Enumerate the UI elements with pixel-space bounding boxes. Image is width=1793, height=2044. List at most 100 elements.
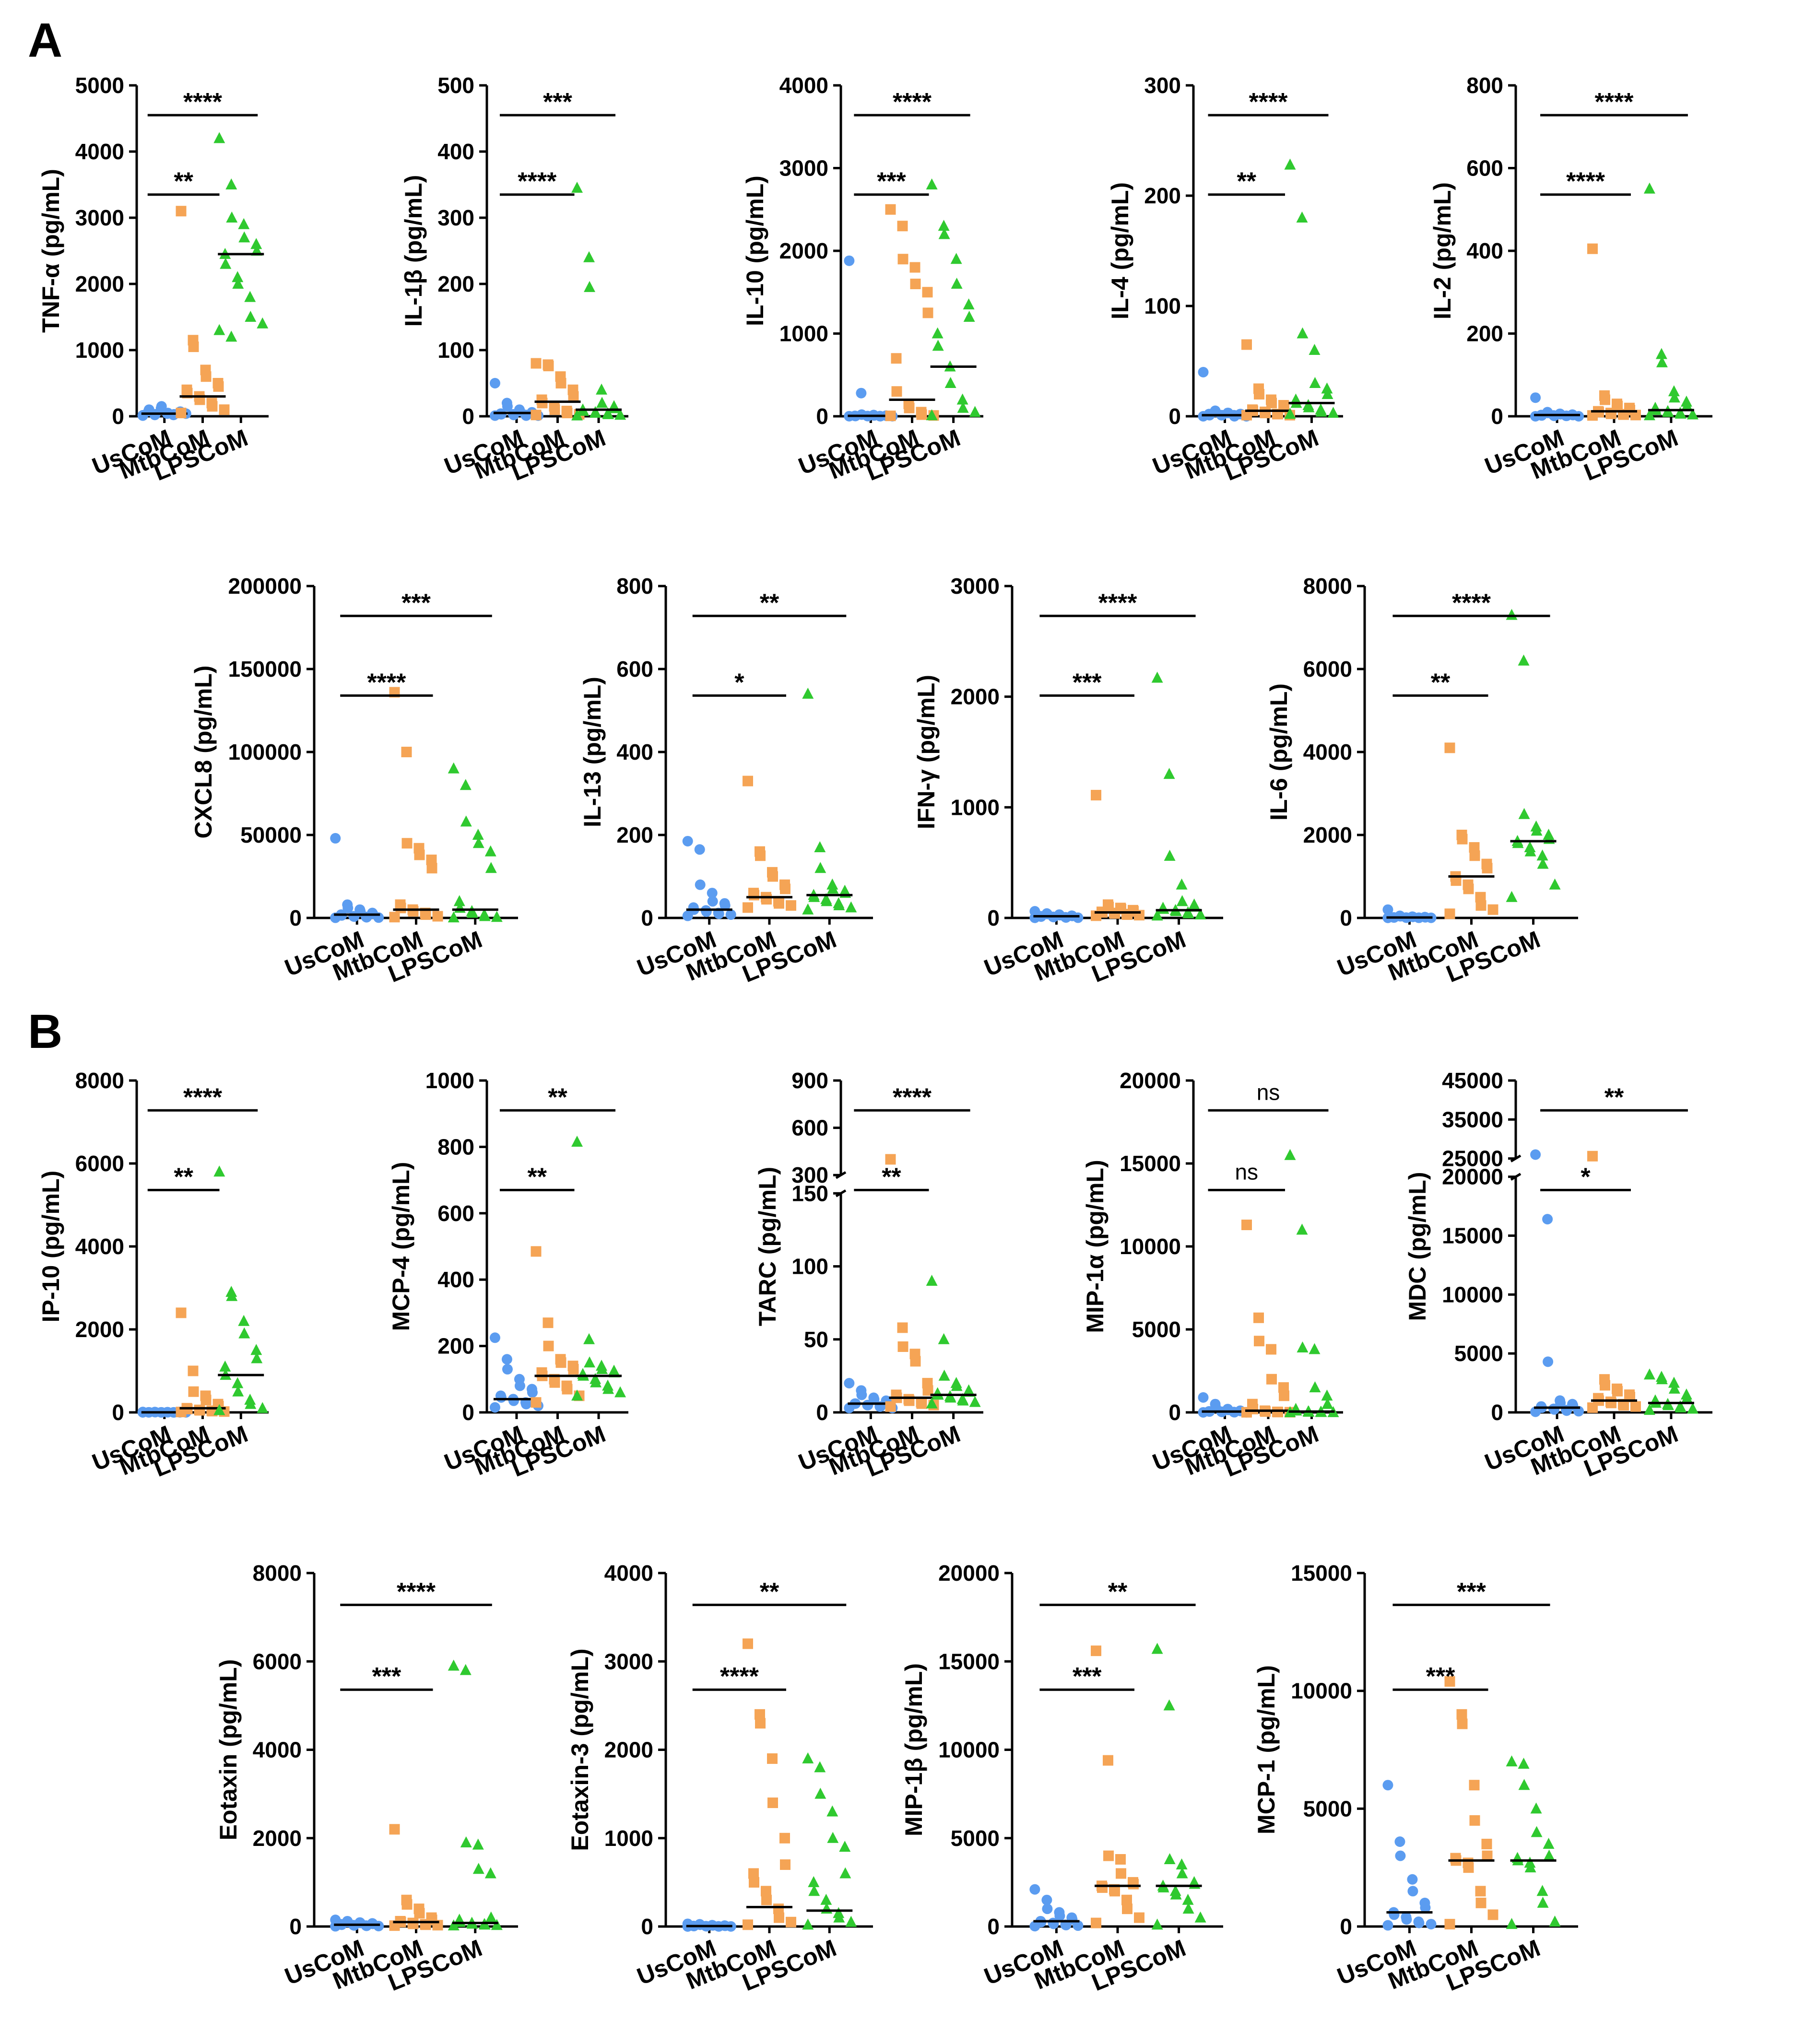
data-point-lpscom [1309,1343,1321,1354]
y-tick-label: 600 [616,657,653,681]
y-tick-label: 4000 [604,1561,653,1586]
y-axis-label: Eotaxin-3 (pg/mL) [566,1648,593,1851]
data-point-mtbcom [543,1340,554,1351]
data-point-lpscom [808,1876,820,1887]
data-point-uscom [349,911,360,922]
significance-label: *** [1073,1663,1102,1691]
y-tick-label: 150 [791,1181,828,1206]
significance-label: **** [367,669,406,696]
y-tick-label: 10000 [1120,1234,1181,1259]
data-point-mtbcom [1103,1850,1114,1861]
y-tick-label: 0 [112,1400,124,1425]
data-point-mtbcom [543,361,554,372]
y-tick-label: 3000 [779,156,828,181]
data-point-mtbcom [1116,1868,1126,1879]
data-point-lpscom [1662,406,1674,417]
data-point-lpscom [1182,1893,1194,1905]
data-point-mtbcom [1444,1676,1455,1687]
data-point-lpscom [1656,356,1668,367]
significance-label: **** [893,88,932,116]
y-tick-label: 0 [987,1914,1000,1939]
data-point-uscom [1029,1921,1040,1932]
significance-label: **** [1452,589,1491,617]
data-point-lpscom [472,1863,484,1874]
data-point-lpscom [944,377,956,388]
data-point-lpscom [1518,1757,1530,1769]
y-tick-label: 600 [437,1201,474,1226]
data-point-mtbcom [1475,1886,1486,1897]
y-tick-label: 500 [437,73,474,98]
data-point-lpscom [938,1333,950,1344]
data-point-mtbcom [922,307,933,318]
data-point-lpscom [472,837,484,848]
data-point-lpscom [814,1761,826,1773]
data-point-uscom [720,900,731,911]
data-point-lpscom [826,1805,838,1817]
data-point-uscom [508,1395,519,1406]
y-tick-label: 2000 [779,238,828,263]
data-point-lpscom [814,1787,826,1799]
data-point-mtbcom [176,206,187,217]
y-tick-label: 5000 [1303,1796,1352,1821]
y-tick-label: 400 [616,740,653,764]
data-point-lpscom [963,298,975,310]
data-point-uscom [1414,1917,1425,1928]
data-point-lpscom [1530,1802,1542,1814]
y-tick-label: 5000 [1132,1317,1181,1342]
y-tick-label: 0 [816,404,828,429]
data-point-lpscom [250,1344,262,1355]
data-point-mtbcom [1121,1894,1132,1905]
data-point-lpscom [1681,1392,1693,1403]
data-point-lpscom [571,1389,583,1401]
data-point-uscom [1382,1920,1393,1931]
data-point-lpscom [1681,399,1693,411]
y-tick-label: 0 [1491,404,1503,429]
data-point-mtbcom [1254,389,1264,399]
y-tick-label: 2000 [253,1826,302,1851]
data-point-mtbcom [767,871,778,882]
data-point-lpscom [808,891,820,902]
data-point-mtbcom [1109,1886,1120,1897]
data-point-mtbcom [1600,394,1610,405]
data-point-mtbcom [1469,1815,1480,1826]
significance-label: **** [518,168,557,196]
y-axis-label: IL-10 (pg/mL) [742,176,768,326]
data-point-lpscom [225,330,237,342]
y-tick-label: 0 [641,1914,653,1939]
data-point-mtbcom [414,849,425,860]
data-point-mtbcom [1606,1398,1616,1409]
data-point-lpscom [827,1832,839,1843]
data-point-lpscom [1189,900,1201,912]
data-point-mtbcom [891,353,902,364]
significance-label: **** [893,1083,932,1111]
significance-label: *** [1073,669,1102,696]
data-point-lpscom [833,899,845,911]
data-point-mtbcom [395,903,406,914]
data-point-mtbcom [1444,742,1455,753]
data-point-uscom [1073,1920,1084,1931]
y-tick-label: 0 [289,905,302,930]
data-point-mtbcom [1612,1386,1623,1397]
data-point-uscom [502,401,513,412]
y-tick-label: 0 [816,1400,828,1425]
y-tick-label: 15000 [938,1649,1000,1674]
y-tick-label: 800 [437,1134,474,1159]
data-point-lpscom [1662,1399,1674,1410]
data-point-mtbcom [1457,1718,1468,1729]
data-point-lpscom [484,845,496,857]
y-tick-label: 15000 [1120,1151,1181,1176]
data-point-mtbcom [1475,892,1486,903]
significance-label: **** [1249,88,1288,116]
y-axis-label: MCP-4 (pg/mL) [388,1162,414,1331]
data-point-mtbcom [1482,1850,1493,1861]
y-tick-label: 8000 [1303,574,1352,599]
data-point-mtbcom [1241,1220,1252,1231]
significance-label: **** [1098,589,1138,617]
data-point-lpscom [951,278,963,289]
